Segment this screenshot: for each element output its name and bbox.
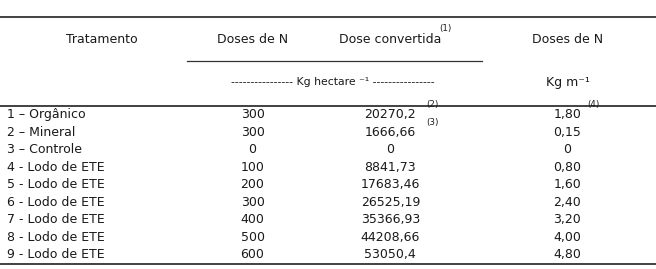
Text: 4,00: 4,00: [554, 231, 581, 244]
Text: 53050,4: 53050,4: [365, 248, 416, 261]
Text: Kg m⁻¹: Kg m⁻¹: [546, 76, 589, 89]
Text: 0: 0: [386, 143, 394, 157]
Text: Doses de N: Doses de N: [532, 33, 603, 45]
Text: Dose convertida: Dose convertida: [339, 33, 441, 45]
Text: 1 – Orgânico: 1 – Orgânico: [7, 108, 85, 122]
Text: 3,20: 3,20: [554, 213, 581, 226]
Text: 300: 300: [241, 108, 264, 122]
Text: (3): (3): [426, 118, 439, 127]
Text: 9 - Lodo de ETE: 9 - Lodo de ETE: [7, 248, 104, 261]
Text: 17683,46: 17683,46: [361, 178, 420, 192]
Text: 1,80: 1,80: [554, 108, 581, 122]
Text: 26525,19: 26525,19: [361, 196, 420, 209]
Text: 0,80: 0,80: [554, 161, 581, 174]
Text: 5 - Lodo de ETE: 5 - Lodo de ETE: [7, 178, 104, 192]
Text: 4,80: 4,80: [554, 248, 581, 261]
Text: 0: 0: [564, 143, 571, 157]
Text: 4 - Lodo de ETE: 4 - Lodo de ETE: [7, 161, 104, 174]
Text: 1666,66: 1666,66: [365, 126, 416, 139]
Text: 400: 400: [241, 213, 264, 226]
Text: 0: 0: [249, 143, 256, 157]
Text: 3 – Controle: 3 – Controle: [7, 143, 81, 157]
Text: 7 - Lodo de ETE: 7 - Lodo de ETE: [7, 213, 104, 226]
Text: (1): (1): [440, 24, 452, 33]
Text: Tratamento: Tratamento: [66, 33, 138, 45]
Text: (4): (4): [587, 100, 600, 109]
Text: Doses de N: Doses de N: [217, 33, 288, 45]
Text: 8841,73: 8841,73: [365, 161, 416, 174]
Text: 300: 300: [241, 126, 264, 139]
Text: 2,40: 2,40: [554, 196, 581, 209]
Text: 500: 500: [241, 231, 264, 244]
Text: 100: 100: [241, 161, 264, 174]
Text: 35366,93: 35366,93: [361, 213, 420, 226]
Text: 8 - Lodo de ETE: 8 - Lodo de ETE: [7, 231, 104, 244]
Text: 6 - Lodo de ETE: 6 - Lodo de ETE: [7, 196, 104, 209]
Text: (2): (2): [426, 100, 439, 109]
Text: 200: 200: [241, 178, 264, 192]
Text: ---------------- Kg hectare ⁻¹ ----------------: ---------------- Kg hectare ⁻¹ ---------…: [232, 77, 435, 87]
Text: 44208,66: 44208,66: [361, 231, 420, 244]
Text: 2 – Mineral: 2 – Mineral: [7, 126, 75, 139]
Text: 300: 300: [241, 196, 264, 209]
Text: 1,60: 1,60: [554, 178, 581, 192]
Text: 20270,2: 20270,2: [365, 108, 416, 122]
Text: 600: 600: [241, 248, 264, 261]
Text: 0,15: 0,15: [554, 126, 581, 139]
